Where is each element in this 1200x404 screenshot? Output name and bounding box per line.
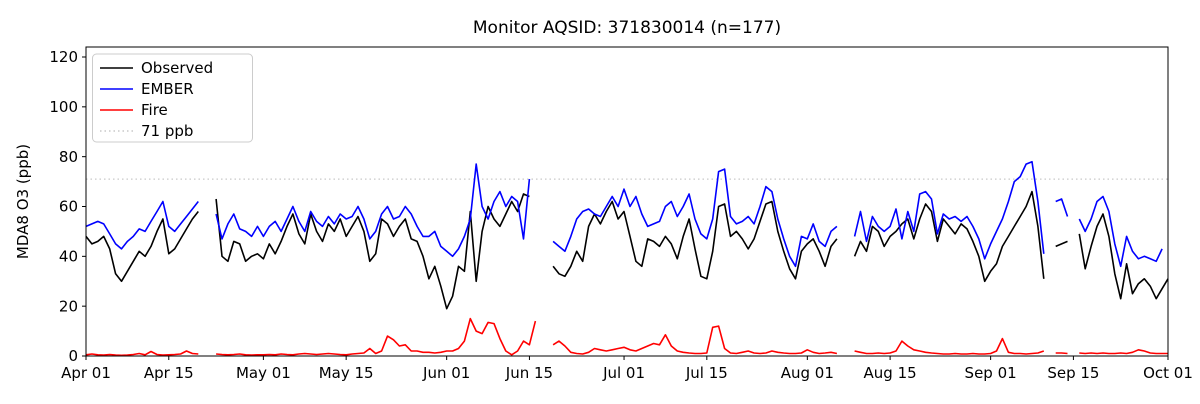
y-tick-label: 120 <box>49 48 78 66</box>
legend-label: Fire <box>141 101 168 119</box>
legend-label: 71 ppb <box>141 122 193 140</box>
plot-area: 0 20 40 60 80 100 120 Apr 01 Apr 15 May 01 May 15 J… <box>49 46 1193 382</box>
legend-label: EMBER <box>141 80 194 98</box>
legend-box: Observed EMBER Fire 71 ppb <box>92 53 253 143</box>
series-observed-line <box>85 190 1169 310</box>
x-tick-label: Jun 01 <box>422 364 470 382</box>
x-tick-label: Sep 01 <box>965 364 1017 382</box>
x-tick-label: Jun 15 <box>505 364 553 382</box>
legend-border <box>92 53 253 143</box>
y-tick-label: 80 <box>59 148 78 166</box>
x-tick-label: Oct 01 <box>1143 364 1193 382</box>
series-fire-line <box>85 317 1168 357</box>
x-tick-label: Sep 15 <box>1047 364 1099 382</box>
y-tick-label: 100 <box>49 98 78 116</box>
legend-label: Observed <box>141 59 213 77</box>
y-tick-label: 0 <box>68 347 78 365</box>
x-tick-label: May 15 <box>319 364 374 382</box>
x-tick-label: Jul 01 <box>602 364 645 382</box>
x-tick-label: Apr 15 <box>144 364 194 382</box>
x-tick-label: Aug 01 <box>781 364 834 382</box>
y-tick-label: 60 <box>59 198 78 216</box>
x-tick-label: Apr 01 <box>61 364 111 382</box>
x-tick-label: Jul 15 <box>685 364 728 382</box>
y-tick-label: 20 <box>59 297 78 315</box>
x-tick-label: May 01 <box>236 364 291 382</box>
y-tick-label: 40 <box>59 248 78 266</box>
x-tick-label: Aug 15 <box>864 364 917 382</box>
y-axis-label: MDA8 O3 (ppb) <box>14 144 32 259</box>
series-ember-line <box>85 160 1163 268</box>
chart-title: Monitor AQSID: 371830014 (n=177) <box>473 18 781 38</box>
plot-border <box>85 46 1169 357</box>
